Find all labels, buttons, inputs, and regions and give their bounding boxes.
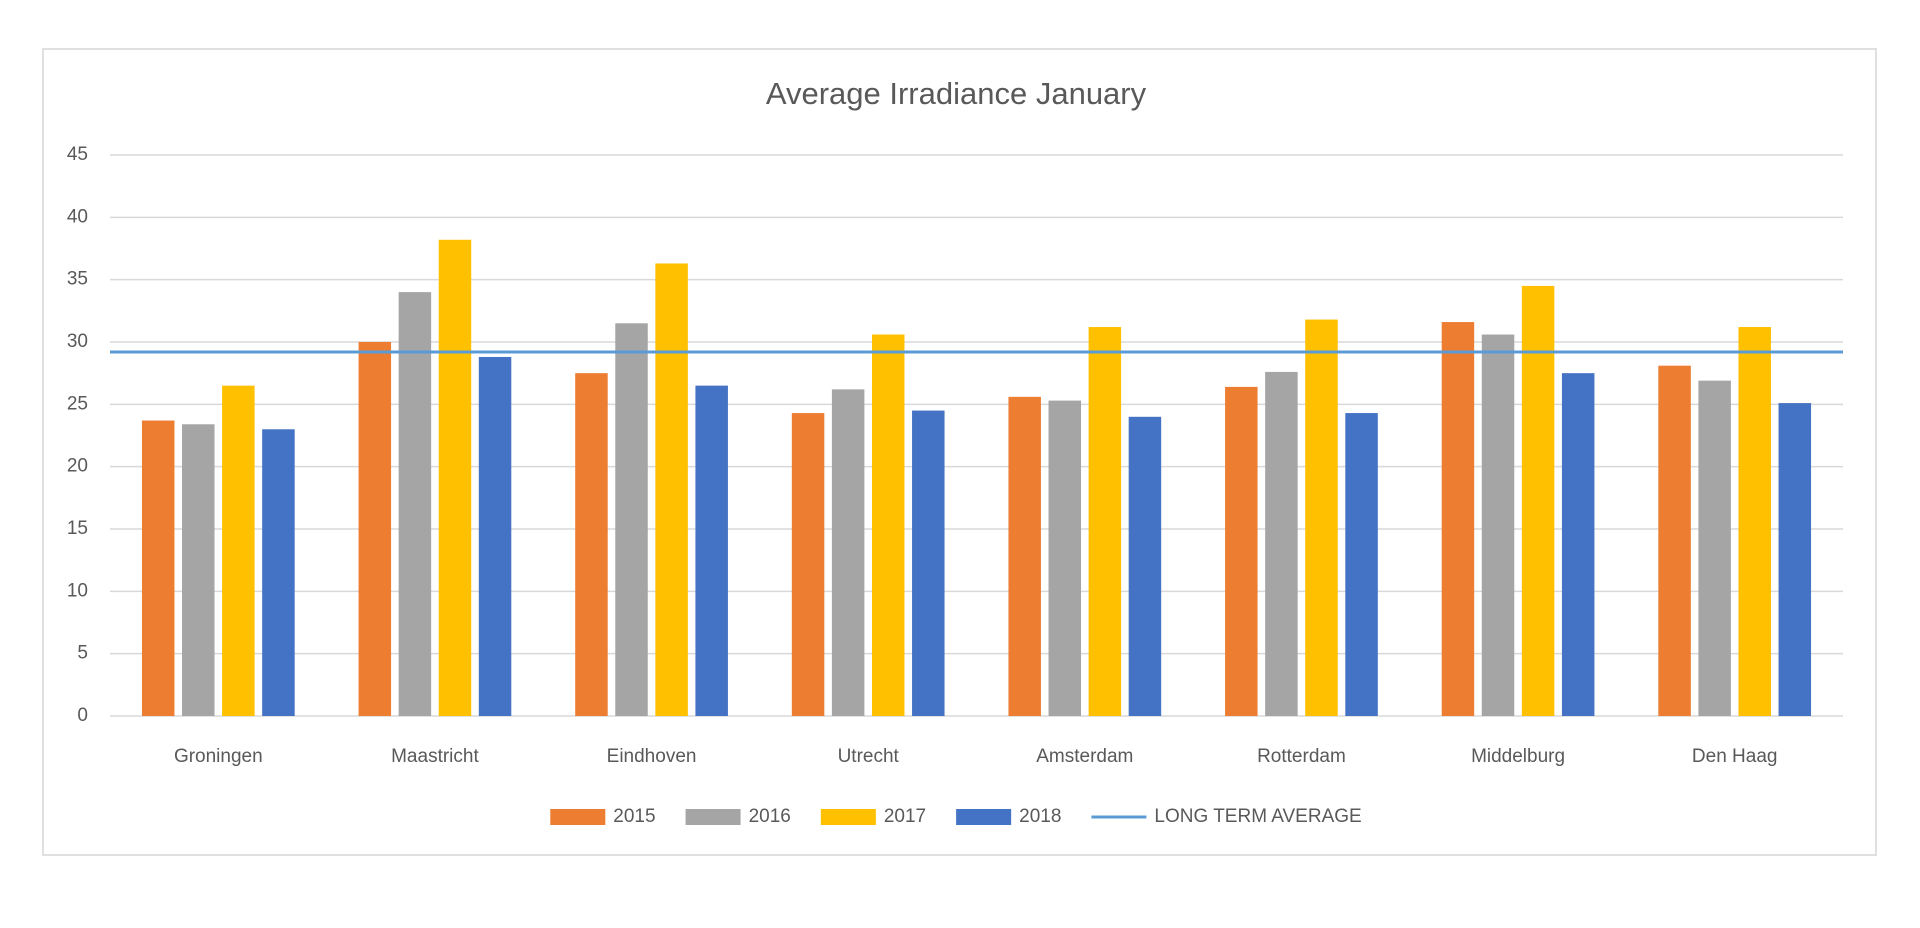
chart-frame [42,48,1877,856]
x-tick-label: Den Haag [1692,746,1778,767]
bar [398,292,432,716]
y-tick-label: 10 [67,580,88,601]
bar [1128,416,1162,716]
bar [182,424,215,716]
bar [695,385,728,716]
y-tick-label: 30 [67,331,88,352]
x-tick-label: Groningen [174,746,263,767]
bar [831,389,865,716]
bar [1088,327,1122,716]
bar [1265,371,1298,716]
legend-label: 2015 [613,806,655,827]
legend-swatch [956,809,1012,825]
x-tick-label: Amsterdam [1036,746,1133,767]
bar [1698,380,1731,716]
bar [791,413,825,716]
bar [1305,319,1338,716]
bar [1441,322,1475,716]
bar [1345,413,1378,716]
bar [1225,386,1258,716]
bar [1561,373,1595,716]
chart-title: Average Irradiance January [766,76,1147,111]
bar [1008,396,1041,716]
bar [1048,400,1082,716]
legend-swatch [550,809,606,825]
bar [1778,403,1812,716]
x-tick-label: Rotterdam [1257,746,1346,767]
legend-label: LONG TERM AVERAGE [1154,806,1361,827]
legend-swatch [685,809,741,825]
y-tick-label: 0 [77,705,88,726]
x-tick-label: Middelburg [1471,746,1565,767]
bar [478,356,512,716]
x-tick-label: Eindhoven [607,746,697,767]
bar [1521,285,1555,716]
bar [912,410,945,716]
legend-label: 2016 [749,806,791,827]
bar [655,263,688,716]
bar [1481,334,1515,716]
bar [871,334,905,716]
y-tick-label: 20 [67,456,88,477]
y-tick-label: 15 [67,518,88,539]
bar [141,420,175,716]
bar [1738,327,1771,716]
x-tick-label: Maastricht [391,746,479,767]
legend-label: 2017 [884,806,926,827]
bar [262,429,295,716]
legend-label: 2018 [1019,806,1061,827]
bar [1658,365,1691,716]
bar [615,323,648,716]
x-tick-label: Utrecht [838,746,900,767]
y-tick-label: 35 [67,269,88,290]
y-tick-label: 45 [67,144,88,165]
bar [222,385,255,716]
legend-swatch [820,809,876,825]
y-tick-label: 25 [67,393,88,414]
bar [575,373,608,716]
y-tick-label: 40 [67,206,88,227]
bar [438,239,472,717]
bar [358,342,392,716]
y-tick-label: 5 [77,643,88,664]
